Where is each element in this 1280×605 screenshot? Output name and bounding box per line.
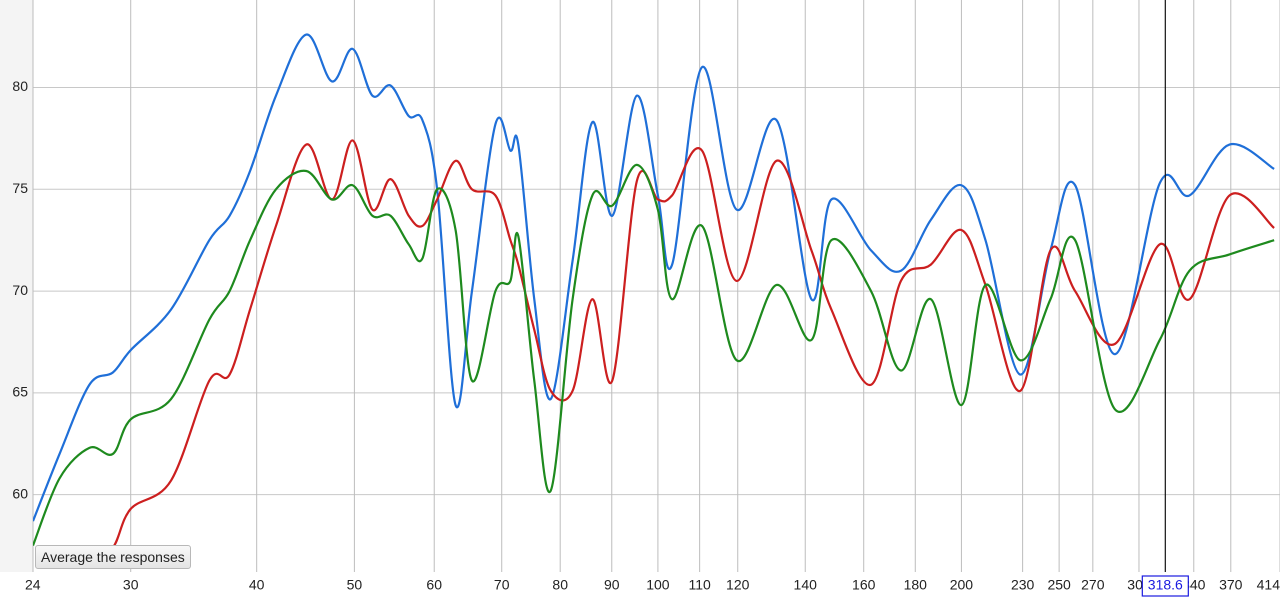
- x-tick-label: 50: [347, 577, 363, 593]
- y-tick-label: 75: [12, 180, 28, 196]
- response-line: [33, 163, 1275, 546]
- x-tick-label: 90: [604, 577, 620, 593]
- x-tick-label: 140: [794, 577, 818, 593]
- average-button[interactable]: Average the responses: [35, 545, 191, 569]
- x-tick-label: 100: [646, 577, 670, 593]
- x-tick-label: 30: [123, 577, 139, 593]
- cursor-label-box: [1141, 575, 1189, 597]
- y-axis-band: [0, 0, 33, 572]
- x-axis-band: [0, 572, 1280, 605]
- labels: 60 65 70 75 80 24 30 40 50 60 70 80 90 100 110 120 140 16…: [12, 0, 1280, 597]
- lines: [33, 33, 1275, 561]
- x-tick-label: 40: [249, 577, 265, 593]
- y-tick-label: 80: [12, 78, 28, 94]
- x-tick-label: 110: [688, 577, 711, 593]
- x-tick-label: 200: [950, 577, 974, 593]
- cursor-label: 318.6: [1148, 577, 1183, 593]
- y-tick-label: 70: [12, 282, 28, 298]
- x-tick-label: 24: [25, 577, 41, 593]
- x-tick-label: 414: [1257, 577, 1280, 593]
- x-tick-label: 370: [1219, 577, 1243, 593]
- x-tick-label: 230: [1011, 577, 1035, 593]
- response-line: [88, 139, 1275, 561]
- y-tick-label: 60: [12, 485, 28, 501]
- y-tick-label: 65: [12, 384, 28, 400]
- x-tick-label: 80: [552, 577, 568, 593]
- x-tick-label: 180: [904, 577, 928, 593]
- x-tick-label: 60: [426, 577, 442, 593]
- x-tick-label: 160: [852, 577, 876, 593]
- x-tick-label: 270: [1081, 577, 1105, 593]
- x-tick-label: 120: [726, 577, 750, 593]
- x-tick-label: 250: [1047, 577, 1071, 593]
- x-tick-label: 70: [494, 577, 510, 593]
